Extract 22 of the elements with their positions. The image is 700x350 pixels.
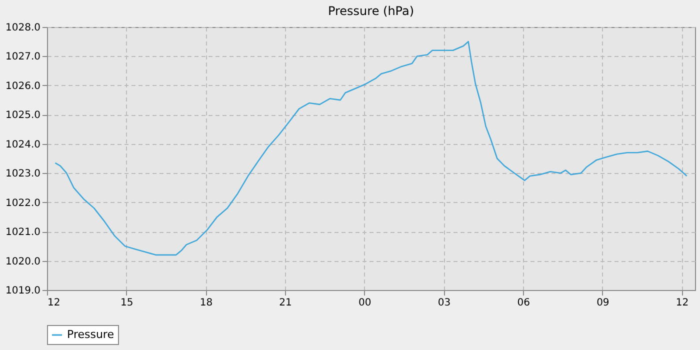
y-tick-label: 1021.0 <box>6 227 40 238</box>
line-series <box>54 40 688 256</box>
y-tick-label: 1026.0 <box>6 80 40 92</box>
x-tick-label: 00 <box>358 298 372 308</box>
y-tick-label: 1024.0 <box>6 139 40 150</box>
x-tick-label: 12 <box>48 298 60 308</box>
x-tick-label: 06 <box>517 298 530 308</box>
y-tick-label: 1028.0 <box>6 22 40 34</box>
y-tick-label: 1027.0 <box>6 52 40 63</box>
chart-title: Pressure (hPa) <box>328 4 414 18</box>
y-tick-label: 1025.0 <box>6 110 40 122</box>
x-tick-label: 09 <box>596 298 610 308</box>
y-tick-label: 1022.0 <box>6 198 40 209</box>
y-tick-label: 1023.0 <box>6 168 40 180</box>
y-tick-label: 1019.0 <box>6 286 40 296</box>
y-tick-label: 1020.0 <box>6 256 40 268</box>
x-tick-label: 12 <box>676 298 689 308</box>
x-tick-label: 21 <box>279 298 292 308</box>
x-tick-label: 18 <box>200 298 213 308</box>
legend-label: Pressure <box>67 328 114 341</box>
x-tick-label: 03 <box>438 298 451 308</box>
x-tick-label: 15 <box>120 298 134 308</box>
